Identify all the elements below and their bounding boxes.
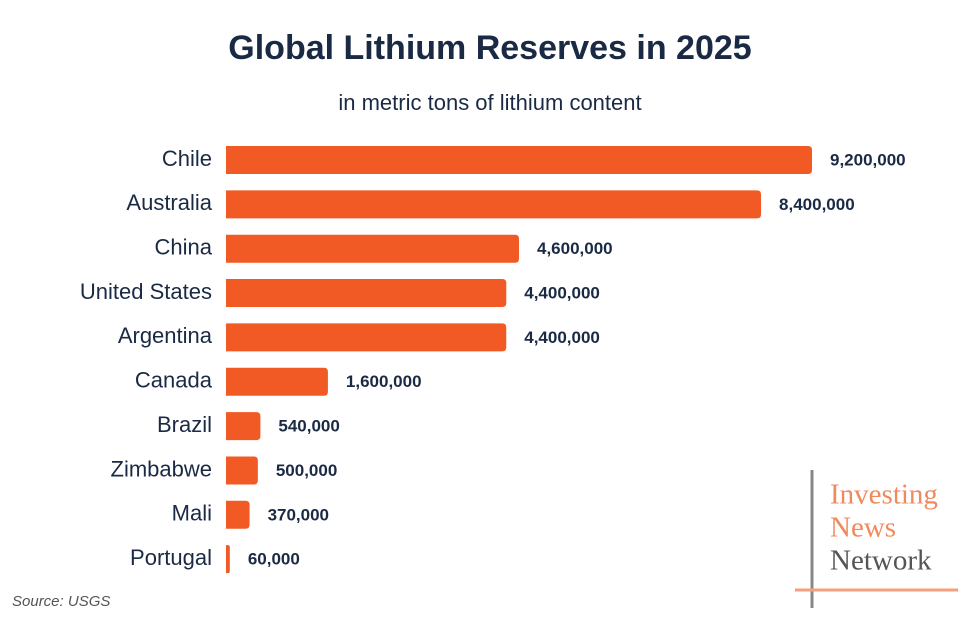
category-label: Zimbabwe	[111, 456, 212, 481]
bar	[226, 500, 250, 529]
value-label: 9,200,000	[830, 150, 906, 169]
value-label: 8,400,000	[779, 195, 855, 214]
category-label: Argentina	[118, 323, 213, 348]
bar	[226, 545, 230, 574]
category-label: Chile	[162, 146, 212, 171]
value-label: 4,400,000	[524, 328, 600, 347]
bar	[226, 234, 519, 263]
bar	[226, 323, 507, 352]
value-label: 1,600,000	[346, 372, 422, 391]
logo-text: News	[830, 512, 896, 544]
value-label: 4,400,000	[524, 284, 600, 303]
value-label: 500,000	[276, 461, 337, 480]
category-label: Canada	[135, 368, 213, 393]
bar	[226, 367, 328, 396]
bar	[226, 146, 812, 174]
bar	[226, 412, 261, 441]
source-note: Source: USGS	[12, 593, 110, 610]
category-label: Australia	[126, 190, 212, 215]
value-label: 4,600,000	[537, 239, 613, 258]
value-label: 370,000	[268, 505, 329, 524]
chart-subtitle: in metric tons of lithium content	[338, 90, 641, 115]
category-label: United States	[80, 279, 212, 304]
logo-text: Network	[830, 545, 932, 577]
value-label: 540,000	[278, 417, 339, 436]
bar	[226, 456, 258, 485]
value-label: 60,000	[248, 550, 300, 569]
bar	[226, 279, 507, 308]
logo-text: Investing	[830, 479, 938, 511]
bar	[226, 190, 762, 219]
chart-title: Global Lithium Reserves in 2025	[228, 29, 751, 67]
category-label: Mali	[172, 501, 212, 526]
category-label: Portugal	[130, 545, 212, 570]
category-label: Brazil	[157, 412, 212, 437]
category-label: China	[155, 235, 213, 260]
